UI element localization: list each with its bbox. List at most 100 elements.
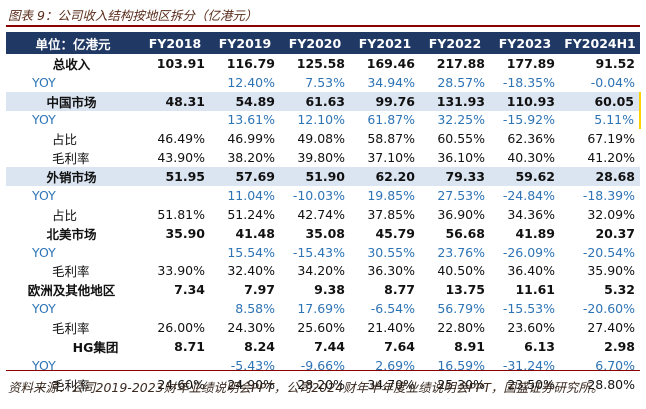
row-label: YOY xyxy=(32,187,56,203)
table-row: YOY 8.58% 17.69% -6.54% 56.79% -15.53% -20.60% xyxy=(6,299,640,318)
table-cell: 25.30% xyxy=(437,376,485,392)
table-cell: -20.54% xyxy=(582,244,635,260)
table-cell: 26.00% xyxy=(157,319,205,335)
table-row: 占比 46.49% 46.99% 49.08% 58.87% 60.55% 62.36% 67… xyxy=(6,129,640,148)
table-cell: -15.92% xyxy=(502,112,555,128)
table-cell: 40.50% xyxy=(437,263,485,279)
table-cell: 35.90% xyxy=(587,263,635,279)
col-header: FY2021 xyxy=(350,32,420,54)
table-cell: 59.62 xyxy=(490,167,560,187)
table-cell: 45.79 xyxy=(375,225,415,241)
table-cell: 30.55% xyxy=(367,244,415,260)
table-cell: 8.58% xyxy=(235,301,275,317)
table-cell: -18.39% xyxy=(582,187,635,203)
table-cell: 56.79% xyxy=(437,301,485,317)
table-cell: -5.43% xyxy=(230,357,275,373)
table-cell: 35.90 xyxy=(165,225,205,241)
table-cell: 7.44 xyxy=(314,338,345,354)
table-cell: 56.68 xyxy=(445,225,485,241)
table-row: YOY -5.43% -9.66% 2.69% 16.59% -31.24% 6.70% xyxy=(6,356,640,375)
table-cell xyxy=(140,186,210,205)
table-cell: 60.05 xyxy=(560,91,641,111)
table-cell: 51.24% xyxy=(227,206,275,222)
top-divider xyxy=(6,25,640,27)
table-row: YOY 11.04% -10.03% 19.85% 27.53% -24.84% -18.3… xyxy=(6,186,640,205)
table-cell: 36.30% xyxy=(367,263,415,279)
table-cell: 8.24 xyxy=(244,338,275,354)
table-cell: 33.90% xyxy=(157,263,205,279)
table-cell: 61.63 xyxy=(280,91,350,111)
table-cell: -15.43% xyxy=(292,244,345,260)
table-cell: -0.04% xyxy=(590,74,635,90)
table-cell: 20.37 xyxy=(595,225,635,241)
table-cell: 51.81% xyxy=(157,206,205,222)
table-cell: 13.75 xyxy=(445,282,485,298)
table-cell: 5.32 xyxy=(604,282,635,298)
table-cell: 32.25% xyxy=(437,112,485,128)
row-label: YOY xyxy=(32,244,56,260)
table-row: 毛利率 26.00% 24.30% 25.60% 21.40% 22.80% 23.60% 2… xyxy=(6,318,640,337)
table-row: 毛利率 24.60% 24.90% 28.20% 34.70% 25.30% 23.50% 2… xyxy=(6,375,640,394)
table-cell: 21.40% xyxy=(367,319,415,335)
table-cell: 42.74% xyxy=(297,206,345,222)
row-label: 欧洲及其他地区 xyxy=(27,283,116,299)
table-cell: 38.20% xyxy=(227,150,275,166)
row-label: 毛利率 xyxy=(52,320,90,336)
revenue-table: 单位：亿港元 FY2018 FY2019 FY2020 FY2021 FY202… xyxy=(6,32,641,394)
table-cell: 7.53% xyxy=(305,74,345,90)
table-cell: -20.60% xyxy=(582,301,635,317)
table-cell: 99.76 xyxy=(350,91,420,111)
source-note: 资料来源：公司2019-2023财年业绩说明会PPT，公司2024财年半年度业绩… xyxy=(8,380,604,395)
table-cell: 27.40% xyxy=(587,319,635,335)
table-cell: 28.20% xyxy=(297,376,345,392)
table-cell: 11.04% xyxy=(227,187,275,203)
table-cell xyxy=(140,356,210,375)
table-cell: 16.59% xyxy=(437,357,485,373)
table-row: YOY 12.40% 7.53% 34.94% 28.57% -18.35% -0.04% xyxy=(6,73,640,92)
table-cell: -9.66% xyxy=(300,357,345,373)
table-row: HG集团 8.71 8.24 7.44 7.64 8.91 6.13 2.98 xyxy=(6,337,640,356)
table-cell xyxy=(140,111,210,130)
header-row: 单位：亿港元 FY2018 FY2019 FY2020 FY2021 FY202… xyxy=(6,32,640,54)
table-cell: -31.24% xyxy=(502,357,555,373)
table-cell: 24.90% xyxy=(227,376,275,392)
table-cell: 12.40% xyxy=(227,74,275,90)
table-row: 占比 51.81% 51.24% 42.74% 37.85% 36.90% 34.36% 32… xyxy=(6,205,640,224)
table-row: 欧洲及其他地区 7.34 7.97 9.38 8.77 13.75 11.61 5.32 xyxy=(6,280,640,299)
table-cell xyxy=(140,73,210,92)
table-cell: 34.36% xyxy=(507,206,555,222)
table-cell: 8.77 xyxy=(384,282,415,298)
table-cell: 62.20 xyxy=(350,167,420,187)
table-cell: 60.55% xyxy=(437,131,485,147)
table-cell: 19.85% xyxy=(367,187,415,203)
table-row: 总收入 103.91 116.79 125.58 169.46 217.88 177.89 9… xyxy=(6,54,640,73)
table-cell: -26.09% xyxy=(502,244,555,260)
table-cell: 8.71 xyxy=(174,338,205,354)
table-cell: 5.11% xyxy=(560,110,641,130)
table-cell: 34.94% xyxy=(367,74,415,90)
table-cell: 79.33 xyxy=(420,167,490,187)
row-label: 毛利率 xyxy=(52,151,90,167)
row-label: YOY xyxy=(32,74,56,90)
table-cell: 61.87% xyxy=(367,112,415,128)
table-cell: 24.30% xyxy=(227,319,275,335)
row-label: 占比 xyxy=(52,207,78,223)
table-cell: 177.89 xyxy=(506,56,555,71)
table-row: YOY 15.54% -15.43% 30.55% 23.76% -26.09% -20.5… xyxy=(6,243,640,262)
table-cell: 51.90 xyxy=(280,167,350,187)
table-cell: 41.48 xyxy=(235,225,275,241)
row-label: HG集团 xyxy=(72,339,119,355)
table-cell: 24.60% xyxy=(157,376,205,392)
table-cell: -6.54% xyxy=(370,301,415,317)
table-cell: 22.80% xyxy=(437,319,485,335)
table-cell: 116.79 xyxy=(226,56,275,71)
table-cell: 2.98 xyxy=(604,338,635,354)
table-cell: 6.13 xyxy=(524,338,555,354)
table-cell: 27.53% xyxy=(437,187,485,203)
table-cell: 125.58 xyxy=(296,56,345,71)
table-cell: 62.36% xyxy=(507,131,555,147)
row-label: 总收入 xyxy=(52,57,91,72)
row-label: 中国市场 xyxy=(6,91,140,111)
table-cell: 28.80% xyxy=(587,376,635,392)
row-label: YOY xyxy=(32,357,56,373)
